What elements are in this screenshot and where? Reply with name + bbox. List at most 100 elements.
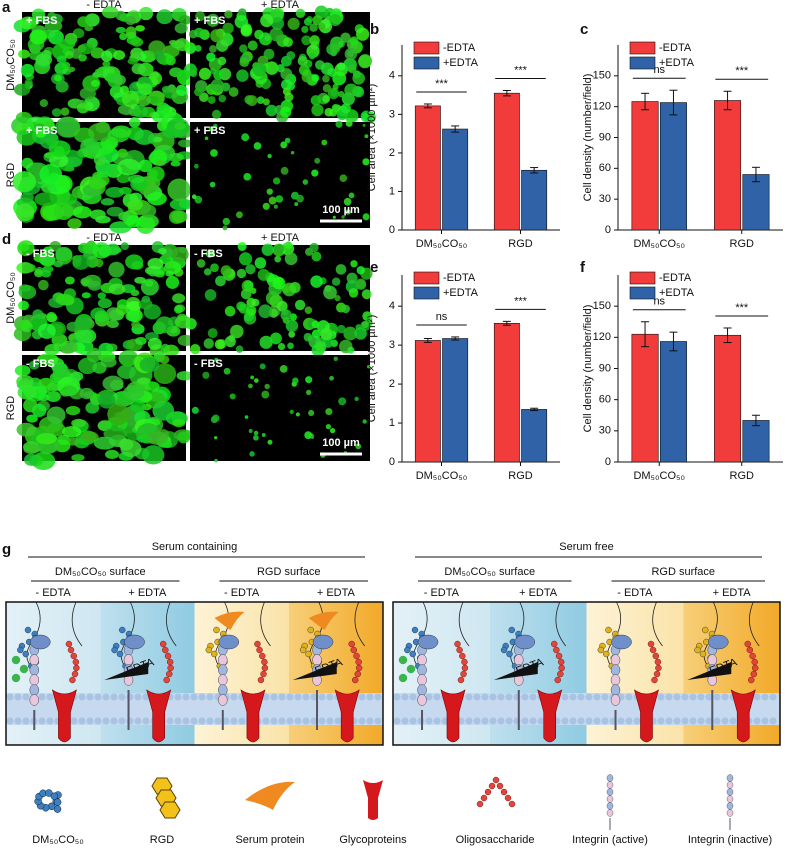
bar	[742, 174, 770, 231]
oligosaccharide-unit	[457, 676, 465, 684]
lipid	[769, 693, 777, 701]
condition-label: - EDTA	[36, 587, 72, 599]
oligosaccharide-unit	[261, 664, 269, 672]
cell	[112, 74, 126, 86]
cell	[327, 87, 340, 100]
cell	[280, 166, 289, 175]
cell	[292, 377, 299, 384]
cell	[223, 367, 231, 375]
x-tick-label: DM₅₀CO₅₀	[416, 238, 468, 250]
surface-label: RGD surface	[651, 566, 715, 578]
cell	[55, 246, 73, 262]
lipid	[262, 693, 270, 701]
cell	[238, 252, 253, 266]
cell	[130, 37, 144, 47]
cation	[11, 655, 21, 665]
cell	[147, 337, 162, 350]
cell	[123, 385, 145, 401]
cell	[130, 400, 146, 413]
cell	[274, 255, 282, 263]
cell	[23, 443, 40, 455]
condition-label: + EDTA	[713, 587, 752, 599]
cell	[309, 23, 318, 32]
cell	[337, 324, 346, 334]
condition-tag: - FBS	[26, 358, 55, 370]
serum-protein	[308, 611, 339, 630]
condition-label: - EDTA	[86, 232, 122, 244]
lipid	[689, 693, 697, 701]
lipid	[294, 717, 302, 725]
condition-label: + EDTA	[128, 587, 167, 599]
cell	[17, 240, 35, 257]
oligosaccharide-unit	[744, 640, 751, 648]
cell	[253, 430, 259, 436]
integrin-domain	[417, 654, 427, 666]
oligosaccharide-unit	[67, 646, 75, 654]
lipid	[489, 693, 497, 701]
lipid	[182, 693, 190, 701]
panel-label: f	[580, 259, 586, 276]
cell	[222, 217, 231, 226]
lipid	[118, 693, 126, 701]
polymer-chain	[166, 601, 177, 647]
cell	[64, 276, 75, 285]
cell	[297, 55, 308, 67]
cell	[344, 47, 358, 61]
cell	[280, 106, 292, 118]
cell	[361, 321, 369, 329]
lipid	[14, 693, 22, 701]
cell	[322, 95, 331, 103]
lipid	[705, 693, 713, 701]
cell	[170, 161, 181, 167]
lipid	[681, 693, 689, 701]
cell	[35, 53, 53, 66]
y-tick-label: 60	[599, 162, 611, 174]
integrin-head	[312, 634, 334, 650]
scale-bar-label: 100 µm	[322, 437, 360, 449]
oligosaccharide-unit	[71, 670, 79, 678]
cell	[211, 109, 222, 119]
cell	[141, 295, 151, 303]
integrin-domain	[29, 654, 40, 666]
lipid	[569, 717, 577, 725]
cell	[243, 280, 254, 291]
cell	[56, 55, 67, 64]
cell	[343, 326, 358, 341]
cell	[107, 403, 130, 426]
cell	[120, 242, 129, 251]
y-tick-label: 30	[599, 425, 611, 437]
cell	[311, 103, 324, 117]
error-bar	[451, 125, 460, 133]
legend-icon	[500, 788, 508, 796]
lipid	[593, 693, 601, 701]
cell	[26, 414, 38, 423]
cell	[338, 397, 347, 406]
cell	[172, 293, 186, 304]
cell	[137, 76, 151, 86]
cell	[18, 49, 30, 59]
cell	[115, 26, 126, 34]
oligosaccharide-unit	[69, 676, 76, 684]
glycoprotein	[146, 689, 172, 743]
bar	[414, 105, 441, 231]
condition-tag: + FBS	[194, 15, 225, 27]
legend-icon	[488, 782, 496, 790]
cell	[350, 260, 358, 268]
cation	[398, 673, 408, 683]
y-axis-label: Cell density (number/field)	[582, 74, 594, 202]
y-axis-label: Cell area (×1000 µm²)	[366, 84, 378, 192]
lipid	[198, 693, 206, 701]
oligosaccharide-unit	[746, 646, 754, 654]
lipid	[310, 693, 318, 701]
cell	[272, 276, 286, 290]
cell	[90, 47, 105, 59]
schematic-legend-label: Oligosaccharide	[456, 834, 535, 846]
cell	[280, 141, 288, 149]
oligosaccharide-unit	[750, 670, 758, 678]
lipid	[294, 693, 302, 701]
legend-swatch	[629, 41, 656, 55]
cell	[290, 150, 295, 155]
cell	[356, 266, 365, 275]
cell	[51, 333, 68, 347]
